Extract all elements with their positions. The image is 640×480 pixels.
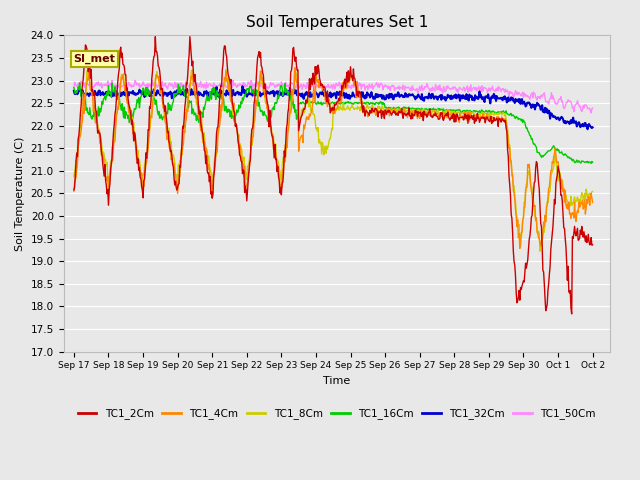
- Text: SI_met: SI_met: [74, 54, 115, 64]
- Legend: TC1_2Cm, TC1_4Cm, TC1_8Cm, TC1_16Cm, TC1_32Cm, TC1_50Cm: TC1_2Cm, TC1_4Cm, TC1_8Cm, TC1_16Cm, TC1…: [74, 404, 600, 423]
- X-axis label: Time: Time: [323, 376, 350, 386]
- Title: Soil Temperatures Set 1: Soil Temperatures Set 1: [246, 15, 428, 30]
- Y-axis label: Soil Temperature (C): Soil Temperature (C): [15, 136, 25, 251]
